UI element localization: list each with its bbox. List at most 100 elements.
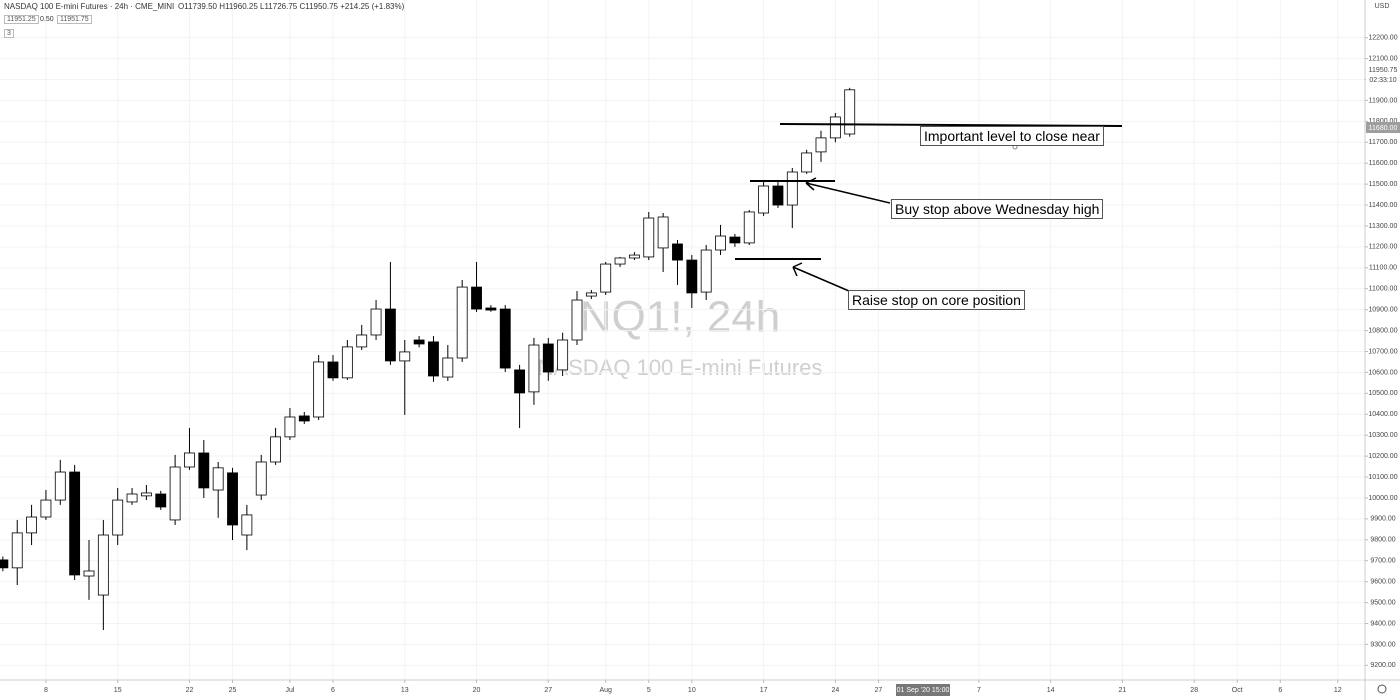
candle-body — [643, 217, 655, 258]
x-tick-label: 7 — [977, 687, 981, 694]
y-tick-label: 10900.00 — [1368, 307, 1397, 314]
y-tick-label: 9600.00 — [1370, 579, 1395, 586]
level-line — [779, 123, 1123, 127]
candle-body — [786, 171, 798, 206]
indicator-count[interactable]: 3 — [4, 29, 14, 38]
candle-body — [83, 570, 95, 577]
candle-body — [815, 137, 827, 153]
arrow — [805, 177, 891, 204]
candle-body — [715, 235, 726, 251]
candle-body — [428, 341, 439, 377]
y-tick-label: 11300.00 — [1369, 223, 1398, 230]
candle-body — [758, 185, 770, 214]
y-tick-label: 10500.00 — [1368, 390, 1397, 397]
x-tick-label: 14 — [1047, 687, 1055, 694]
ohlc-legend: O11739.50 H11960.25 L11726.75 C11950.75 … — [178, 2, 405, 11]
annotation: Important level to close near — [920, 126, 1104, 146]
candle-body — [628, 254, 640, 259]
candle-body — [255, 461, 267, 496]
y-tick-label: 12200.00 — [1368, 35, 1397, 42]
candle-body — [298, 415, 310, 422]
y-tick-label: 10700.00 — [1368, 348, 1397, 355]
axes: 9200.00 9300.00 9400.00 9500.00 9600.00 9700.… — [44, 35, 1398, 694]
candle-body — [227, 472, 238, 526]
grid — [0, 0, 1365, 680]
candle-body — [700, 249, 712, 293]
candle-body — [140, 492, 152, 497]
candle-body — [456, 286, 468, 359]
candle-body — [442, 357, 454, 378]
x-tick-label: 12 — [1334, 687, 1342, 694]
candle-body — [729, 236, 741, 244]
y-tick-label: 10300.00 — [1368, 432, 1397, 439]
candle-body — [657, 216, 669, 249]
x-tick-label: Oct — [1232, 687, 1243, 694]
candle-body — [26, 516, 38, 534]
candle-body — [11, 532, 23, 569]
candle-body — [126, 493, 138, 503]
candle-body — [341, 346, 353, 379]
y-tick-label: 12100.00 — [1368, 55, 1397, 62]
x-tick-label: 6 — [331, 687, 335, 694]
candle-body — [801, 152, 813, 173]
y-tick-label: 10200.00 — [1368, 453, 1397, 460]
x-tick-label: 13 — [401, 687, 409, 694]
candle-body — [284, 416, 296, 438]
y-tick-label: 11200.00 — [1369, 244, 1398, 251]
x-tick-label: 28 — [1190, 687, 1198, 694]
last-price-box — [1366, 65, 1400, 86]
candle-body — [327, 361, 339, 379]
candle-body — [112, 499, 124, 536]
x-tick-label: 25 — [229, 687, 237, 694]
y-tick-label: 10400.00 — [1368, 411, 1397, 418]
candle-body — [212, 467, 224, 491]
y-tick-label: 11900.00 — [1369, 97, 1398, 104]
x-tick-label: 21 — [1119, 687, 1127, 694]
y-tick-label: 11600.00 — [1369, 160, 1398, 167]
candle-body — [241, 514, 253, 536]
watermark-symbol: NQ1!, 24h — [580, 293, 781, 342]
crosshair-time-box — [896, 684, 950, 696]
candle-body — [169, 466, 181, 521]
y-tick-label: 11400.00 — [1369, 202, 1398, 209]
annotation: Raise stop on core position — [848, 290, 1025, 310]
candle-body — [384, 308, 396, 362]
crosshair-time: 01 Sep '20 15:00 — [897, 687, 950, 694]
settings-icon[interactable] — [1377, 684, 1387, 694]
bid[interactable]: 11951.25 — [4, 15, 39, 24]
y-tick-label: 11800.00 — [1369, 118, 1398, 125]
y-tick-label: 10600.00 — [1368, 369, 1397, 376]
countdown: 02:33:10 — [1369, 77, 1396, 84]
candle-body — [413, 339, 425, 345]
x-tick-label: 24 — [831, 687, 839, 694]
candle-body — [514, 369, 526, 394]
arrow — [792, 262, 850, 292]
y-tick-label: 9800.00 — [1370, 537, 1395, 544]
candle-body — [198, 452, 210, 489]
candle-body — [270, 436, 282, 463]
candle-body — [0, 559, 9, 569]
candle-body — [370, 308, 382, 336]
x-tick-label: 5 — [647, 687, 651, 694]
y-tick-label: 9700.00 — [1370, 558, 1395, 565]
y-tick-label: 9900.00 — [1370, 516, 1395, 523]
x-tick-label: 8 — [44, 687, 48, 694]
candle-body — [485, 307, 497, 311]
candle-body — [600, 263, 612, 293]
candle-body — [40, 499, 52, 518]
candle-body — [399, 351, 411, 362]
candle-body — [585, 292, 597, 297]
x-tick-label: 17 — [760, 687, 768, 694]
candle-body — [743, 211, 755, 244]
spread: 0.50 — [40, 16, 54, 23]
crosshair-price: 11680.00 — [1369, 125, 1398, 132]
candle-body — [155, 493, 167, 508]
y-tick-label: 10800.00 — [1368, 327, 1397, 334]
currency: USD — [1375, 3, 1390, 10]
annotation: Buy stop above Wednesday high — [891, 199, 1104, 219]
crosshair-price-box — [1366, 122, 1400, 133]
candle-body — [184, 452, 195, 468]
ask[interactable]: 11951.75 — [57, 15, 92, 24]
candle-body — [772, 185, 784, 206]
